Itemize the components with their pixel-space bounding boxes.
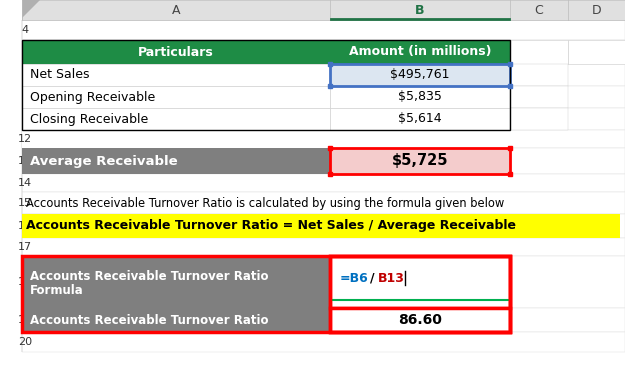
Text: /: / <box>370 272 374 285</box>
Text: D: D <box>592 3 601 16</box>
Text: $5,725: $5,725 <box>392 154 448 169</box>
Bar <box>22 214 625 238</box>
Text: C: C <box>534 3 543 16</box>
Text: 14: 14 <box>18 178 32 188</box>
Bar <box>22 148 625 174</box>
Bar <box>330 40 510 64</box>
Bar <box>510 64 568 86</box>
Bar <box>568 40 625 64</box>
Bar <box>510 86 568 108</box>
Text: B: B <box>415 3 425 16</box>
Text: 16: 16 <box>18 221 32 231</box>
Text: B13: B13 <box>378 272 405 285</box>
Bar <box>22 174 625 192</box>
Text: 7: 7 <box>21 92 29 102</box>
Bar <box>22 308 330 332</box>
Bar <box>22 148 330 174</box>
Bar <box>22 256 625 308</box>
Bar <box>22 256 330 308</box>
Bar <box>330 308 510 332</box>
Bar <box>330 64 510 86</box>
Bar <box>22 64 330 86</box>
Text: Opening Receivable: Opening Receivable <box>30 91 155 103</box>
Text: 5: 5 <box>21 47 29 57</box>
Text: Net Sales: Net Sales <box>30 69 89 81</box>
Bar <box>330 86 510 108</box>
Text: 13: 13 <box>18 156 32 166</box>
Text: 86.60: 86.60 <box>398 313 442 327</box>
Bar <box>22 332 625 352</box>
Bar <box>22 192 625 214</box>
Bar <box>22 214 620 238</box>
Bar <box>330 256 510 308</box>
Bar <box>22 40 330 64</box>
Text: Accounts Receivable Turnover Ratio: Accounts Receivable Turnover Ratio <box>30 313 269 326</box>
Text: 6: 6 <box>21 70 29 80</box>
Text: Amount (in millions): Amount (in millions) <box>349 46 491 59</box>
Bar <box>22 40 625 64</box>
Bar <box>22 64 625 86</box>
Bar <box>22 86 625 108</box>
Text: $5,614: $5,614 <box>398 113 442 125</box>
Bar <box>22 108 625 130</box>
Text: Accounts Receivable Turnover Ratio: Accounts Receivable Turnover Ratio <box>30 270 269 282</box>
Bar <box>22 40 510 130</box>
Text: 19: 19 <box>18 315 32 325</box>
Text: $5,835: $5,835 <box>398 91 442 103</box>
Polygon shape <box>22 0 40 18</box>
Bar <box>22 130 510 148</box>
Text: A: A <box>172 3 180 16</box>
Bar <box>22 108 330 130</box>
Bar <box>330 148 510 174</box>
Text: Formula: Formula <box>30 285 84 298</box>
Bar <box>22 20 625 40</box>
Text: Accounts Receivable Turnover Ratio is calculated by using the formula given belo: Accounts Receivable Turnover Ratio is ca… <box>26 197 504 210</box>
Bar <box>510 108 568 130</box>
Bar <box>22 256 510 332</box>
Text: Average Receivable: Average Receivable <box>30 154 178 167</box>
Bar <box>22 86 330 108</box>
Bar <box>330 108 510 130</box>
Text: Accounts Receivable Turnover Ratio = Net Sales / Average Receivable: Accounts Receivable Turnover Ratio = Net… <box>26 219 516 232</box>
Bar <box>22 308 625 332</box>
Text: 18: 18 <box>18 277 32 287</box>
Bar <box>22 238 625 256</box>
Bar <box>22 130 625 148</box>
Text: $495,761: $495,761 <box>390 69 450 81</box>
Text: Closing Receivable: Closing Receivable <box>30 113 148 125</box>
Bar <box>510 40 568 64</box>
Text: 4: 4 <box>21 25 29 35</box>
Text: Particulars: Particulars <box>138 46 214 59</box>
Bar <box>22 0 625 20</box>
Text: 12: 12 <box>18 134 32 144</box>
Bar <box>330 256 510 332</box>
Text: =B6: =B6 <box>340 272 369 285</box>
Text: 20: 20 <box>18 337 32 347</box>
Text: 8: 8 <box>21 114 29 124</box>
Text: 15: 15 <box>18 198 32 208</box>
Text: 17: 17 <box>18 242 32 252</box>
